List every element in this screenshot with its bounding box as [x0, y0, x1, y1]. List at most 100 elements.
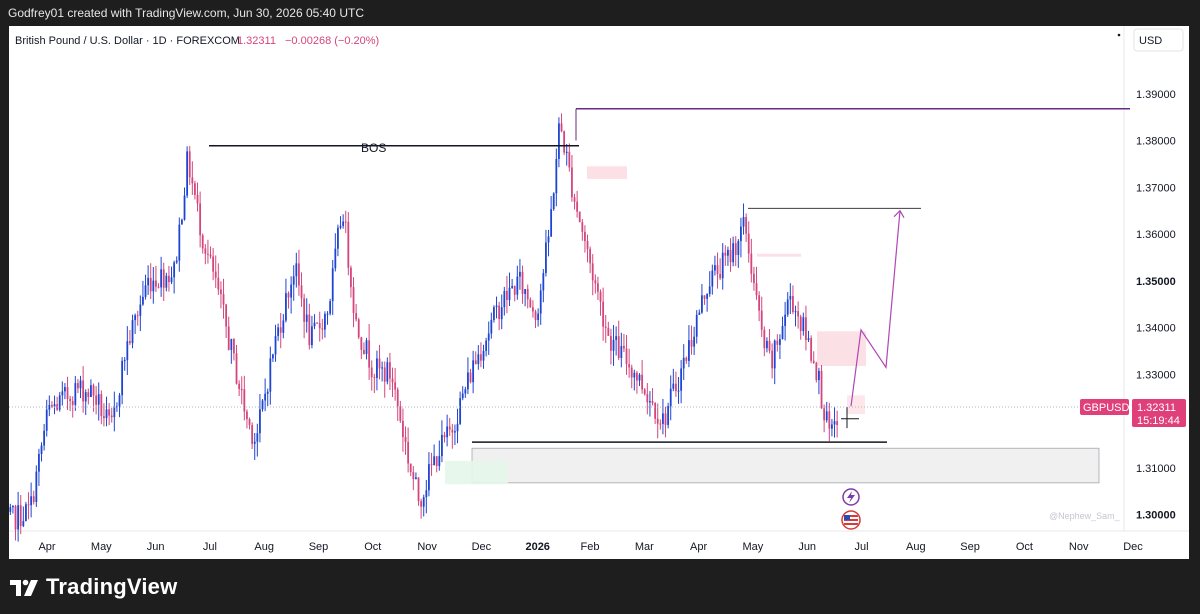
candle-body — [599, 291, 602, 302]
candle-body — [417, 477, 420, 502]
candle-body — [711, 270, 714, 287]
candle-body — [786, 299, 789, 315]
demand-zone — [471, 447, 1100, 484]
candle-body — [526, 289, 529, 300]
candle-body — [108, 409, 111, 416]
top-bar: Godfrey01 created with TradingView.com, … — [0, 0, 1200, 26]
chart-svg[interactable]: 1.39000 1.38000 1.37000 1.36000 1.35000 1.340… — [1, 26, 1189, 559]
candle-body — [66, 387, 69, 399]
candle-body — [368, 340, 371, 368]
candle-body — [344, 221, 347, 223]
candle-body — [43, 430, 46, 446]
time-tick-label: Nov — [417, 541, 437, 553]
candle-body — [750, 253, 753, 274]
candle-body — [532, 307, 534, 312]
demand-zone-green — [445, 460, 508, 485]
candle-body — [430, 464, 433, 466]
candle-body — [394, 382, 397, 390]
candle-body — [480, 354, 482, 361]
candle-body — [628, 364, 631, 368]
tradingview-logo-text: TradingView — [46, 574, 178, 599]
candle-body — [230, 338, 233, 350]
candle-body — [763, 329, 766, 349]
candle-body — [233, 338, 235, 354]
candle-body — [311, 326, 313, 346]
candle-body — [248, 419, 251, 426]
candle-body — [77, 383, 79, 389]
candle-body — [48, 405, 51, 410]
candle-body — [264, 393, 267, 401]
candle-body — [714, 265, 716, 271]
candle-body — [220, 289, 222, 295]
candle-body — [651, 401, 654, 404]
candle-body — [285, 293, 287, 321]
candle-body — [383, 367, 386, 382]
candle-body — [477, 354, 480, 365]
candle-body — [415, 477, 417, 480]
candle-body — [573, 197, 576, 202]
candle-body — [529, 299, 532, 308]
candle-body — [428, 464, 430, 491]
candle-body — [516, 276, 519, 295]
candle-body — [646, 394, 649, 403]
candle-body — [339, 225, 342, 228]
candle-body — [287, 293, 290, 298]
time-tick-label: Apr — [38, 541, 55, 553]
candle-body — [563, 131, 566, 153]
candle-body — [443, 434, 446, 438]
time-tick-label: Sep — [309, 541, 329, 553]
candle-body — [425, 490, 428, 498]
candle-body — [792, 295, 794, 313]
candle-body — [825, 411, 828, 421]
time-tick-label: 2026 — [525, 541, 549, 553]
candle-body — [305, 314, 308, 322]
candle-body — [277, 327, 280, 337]
time-tick-label: Feb — [581, 541, 600, 553]
candle-body — [498, 305, 501, 320]
candle-body — [448, 426, 451, 430]
candle-body — [352, 287, 355, 314]
candle-body — [542, 273, 545, 291]
candle-body — [794, 311, 797, 313]
currency-button[interactable] — [1133, 28, 1184, 52]
candle-body — [745, 217, 748, 234]
candle-body — [152, 280, 155, 292]
candle-body — [781, 325, 784, 340]
candle-body — [337, 227, 339, 249]
candle-body — [776, 340, 779, 345]
time-tick-label: Nov — [1069, 541, 1089, 553]
candle-body — [329, 301, 332, 314]
candle-body — [734, 243, 737, 255]
candle-body — [155, 280, 157, 287]
candle-body — [300, 285, 303, 299]
candle-body — [747, 233, 750, 254]
tradingview-logo[interactable]: TradingView — [10, 574, 177, 600]
time-tick-label: Jul — [203, 541, 217, 553]
candle-body — [454, 431, 456, 433]
candle-body — [576, 201, 579, 212]
candle-body — [298, 263, 300, 286]
candle-body — [506, 290, 508, 300]
candle-body — [324, 313, 326, 330]
candle-body — [95, 395, 98, 405]
candle-body — [807, 338, 810, 340]
chart-frame: 1.39000 1.38000 1.37000 1.36000 1.35000 1.340… — [1, 26, 1189, 559]
time-tick-label: Jul — [854, 541, 868, 553]
candle-body — [636, 372, 638, 381]
time-tick-label: Dec — [472, 541, 492, 553]
candle-body — [64, 387, 66, 392]
candle-body — [214, 271, 217, 278]
countdown-text: 15:19:44 — [1137, 415, 1180, 427]
candle-body — [402, 420, 404, 438]
candle-body — [698, 312, 701, 315]
candle-body — [685, 357, 688, 361]
candle-body — [131, 320, 134, 344]
candle-body — [126, 341, 129, 361]
candle-body — [789, 295, 792, 300]
candle-body — [560, 123, 563, 132]
candle-body — [451, 429, 454, 433]
candle-body — [664, 413, 667, 425]
candle-body — [269, 358, 272, 392]
candle-body — [22, 521, 25, 526]
candle-body — [812, 360, 815, 363]
